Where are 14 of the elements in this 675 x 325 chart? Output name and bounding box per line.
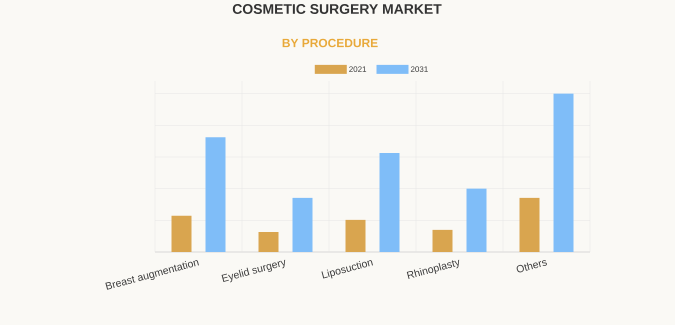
x-tick-label: Others: [516, 260, 547, 272]
chart-title: COSMETIC SURGERY MARKET: [232, 4, 442, 14]
chart-subtitle: BY PROCEDURE: [282, 38, 378, 48]
bar: [172, 216, 192, 252]
bar: [554, 94, 574, 252]
bar: [206, 137, 226, 252]
bar: [258, 232, 279, 252]
bar: [380, 153, 400, 252]
bar: [466, 188, 487, 252]
bar: [432, 230, 453, 252]
x-tick-label: Eyelid surgery: [222, 260, 286, 282]
bar: [292, 198, 313, 252]
bar: [520, 198, 540, 252]
bar: [346, 220, 366, 252]
